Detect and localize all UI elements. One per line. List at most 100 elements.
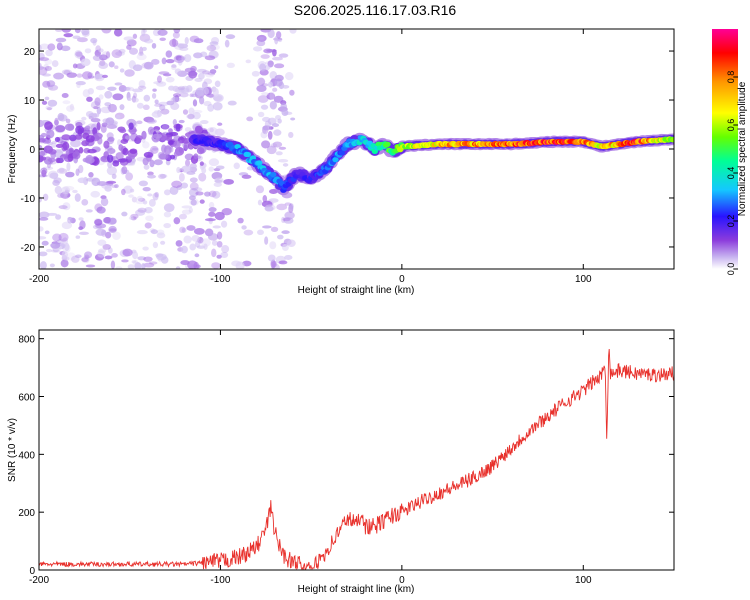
noise-blob	[55, 29, 63, 32]
noise-blob	[135, 135, 143, 141]
noise-blob	[111, 49, 123, 59]
noise-blob	[81, 199, 89, 206]
noise-blob	[138, 80, 146, 88]
noise-blob	[241, 225, 247, 230]
noise-blob	[85, 135, 95, 143]
noise-blob	[208, 201, 215, 209]
noise-blob	[80, 58, 91, 67]
noise-blob	[56, 42, 63, 51]
noise-blob	[105, 117, 115, 126]
ridge-mark	[270, 171, 277, 178]
noise-blob	[284, 255, 293, 260]
noise-blob	[163, 189, 171, 196]
noise-blob	[191, 234, 200, 242]
noise-blob	[102, 243, 111, 250]
noise-blob	[143, 61, 154, 70]
noise-blob	[203, 243, 208, 250]
noise-blob	[84, 48, 92, 54]
noise-blob	[75, 168, 80, 176]
noise-blob	[274, 35, 279, 45]
noise-blob	[123, 86, 135, 92]
noise-blob	[188, 70, 198, 79]
noise-blob	[128, 216, 134, 220]
noise-blob	[74, 29, 81, 34]
x-tick-label: 0	[399, 274, 405, 285]
noise-blob	[181, 165, 192, 173]
noise-blob	[112, 160, 120, 167]
noise-blob	[115, 266, 123, 269]
noise-blob	[159, 153, 167, 159]
noise-blob	[175, 266, 181, 269]
noise-blob	[187, 260, 198, 269]
noise-blob	[198, 72, 205, 80]
noise-blob	[181, 227, 187, 233]
noise-blob	[151, 42, 157, 49]
noise-blob	[85, 264, 96, 268]
noise-blob	[152, 88, 157, 92]
noise-blob	[118, 48, 126, 54]
noise-blob	[144, 222, 152, 229]
noise-blob	[110, 260, 116, 269]
noise-blob	[141, 263, 146, 269]
noise-blob	[261, 92, 269, 96]
noise-blob	[127, 97, 132, 102]
bottom-axis-ticks: -200 -100 0 100 0 200 400 600 800	[18, 330, 674, 586]
noise-blob	[115, 152, 124, 161]
noise-blob	[201, 81, 208, 90]
noise-blob	[56, 238, 66, 244]
noise-blob	[47, 148, 57, 155]
noise-blob	[193, 38, 204, 44]
noise-blob	[245, 59, 252, 64]
noise-blob	[180, 182, 189, 189]
noise-blob	[67, 216, 73, 224]
noise-blob	[67, 153, 74, 162]
noise-blob	[115, 114, 121, 120]
noise-blob	[60, 45, 71, 52]
noise-blob	[211, 262, 221, 269]
noise-blob	[50, 242, 61, 249]
noise-blob	[47, 99, 58, 107]
noise-blob	[95, 228, 107, 236]
noise-blob	[97, 239, 107, 246]
noise-blob	[269, 189, 278, 194]
noise-blob	[177, 57, 183, 66]
noise-blob	[54, 136, 61, 143]
noise-blob	[72, 63, 78, 69]
noise-blob	[134, 262, 142, 269]
noise-blob	[100, 106, 112, 114]
noise-blob	[251, 70, 260, 77]
noise-blob	[180, 56, 187, 61]
noise-blob	[142, 157, 149, 166]
noise-blob	[44, 230, 50, 235]
noise-blob	[200, 238, 211, 247]
noise-blob	[165, 59, 175, 64]
noise-blob	[184, 37, 189, 45]
noise-blob	[256, 40, 266, 47]
noise-blob	[281, 230, 290, 235]
noise-blob	[136, 229, 148, 235]
noise-blob	[137, 207, 147, 213]
noise-blob	[210, 36, 220, 45]
noise-blob	[178, 119, 185, 124]
noise-blob	[114, 82, 123, 86]
noise-blob	[145, 215, 154, 222]
noise-blob	[204, 191, 211, 197]
noise-blob	[122, 248, 133, 257]
noise-blob	[289, 29, 297, 34]
noise-blob	[108, 225, 117, 233]
noise-blob	[278, 53, 289, 58]
noise-blob	[187, 113, 195, 120]
noise-blob	[208, 211, 216, 217]
ridge-mark	[670, 137, 674, 143]
noise-blob	[94, 219, 103, 226]
noise-blob	[142, 46, 147, 52]
noise-blob	[75, 254, 82, 259]
noise-blob	[57, 112, 65, 121]
noise-blob	[257, 111, 265, 118]
noise-blob	[60, 259, 69, 268]
noise-blob	[64, 123, 75, 131]
noise-blob	[151, 111, 163, 118]
noise-blob	[157, 29, 168, 36]
ridge-mark	[256, 160, 263, 166]
noise-blob	[173, 54, 185, 64]
